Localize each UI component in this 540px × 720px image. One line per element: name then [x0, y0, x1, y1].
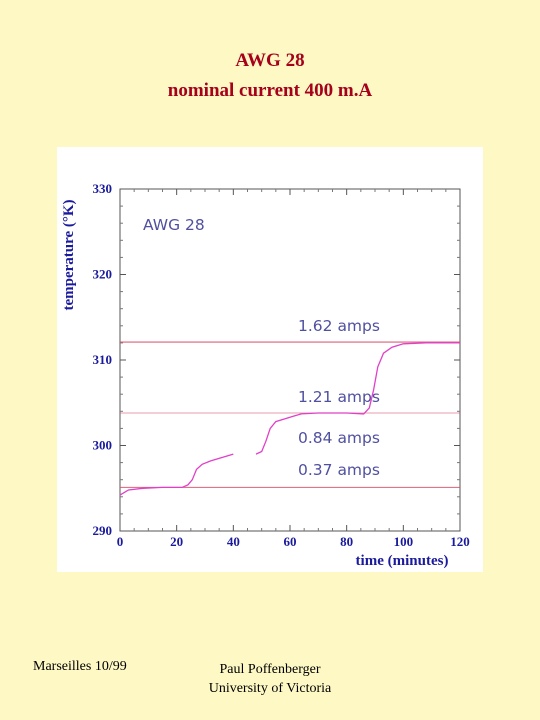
- y-tick-label: 300: [93, 438, 113, 453]
- y-tick-label: 330: [93, 181, 113, 196]
- current-annotation: 1.21 amps: [298, 388, 380, 406]
- footer-institution: University of Victoria: [208, 681, 332, 696]
- current-annotation: 1.62 amps: [298, 317, 380, 335]
- y-tick-label: 320: [93, 267, 113, 282]
- y-axis-label: temperature (°K): [61, 199, 77, 310]
- temperature-chart: 0 20 40 60 80 100 120 290 300 310 320 330 time (minu…: [61, 181, 470, 569]
- footer-author: Paul Poffenberger: [219, 662, 321, 677]
- x-tick-label: 60: [284, 534, 297, 549]
- x-tick-label: 0: [117, 534, 124, 549]
- y-tick-label: 290: [93, 523, 113, 538]
- y-tick-label: 310: [93, 352, 113, 367]
- footer-author-block: Paul Poffenberger University of Victoria: [170, 660, 370, 698]
- slide-subtitle: nominal current 400 m.A: [167, 80, 373, 101]
- slide-title: AWG 28: [235, 50, 305, 71]
- x-tick-label: 20: [170, 534, 183, 549]
- x-tick-label: 80: [340, 534, 353, 549]
- plot-frame: [119, 188, 461, 532]
- current-annotation: 0.84 amps: [298, 429, 380, 447]
- x-tick-label: 100: [394, 534, 414, 549]
- x-tick-label: 40: [227, 534, 240, 549]
- temperature-trace: [119, 453, 234, 496]
- x-tick-label: 120: [450, 534, 470, 549]
- inset-label: AWG 28: [143, 216, 205, 234]
- current-annotation: 0.37 amps: [298, 461, 380, 479]
- plot-panel: 0 20 40 60 80 100 120 290 300 310 320 330 time (minu…: [57, 147, 483, 572]
- x-axis-label: time (minutes): [356, 553, 449, 569]
- temperature-trace: [255, 342, 460, 455]
- footer-location-date: Marseilles 10/99: [33, 659, 127, 674]
